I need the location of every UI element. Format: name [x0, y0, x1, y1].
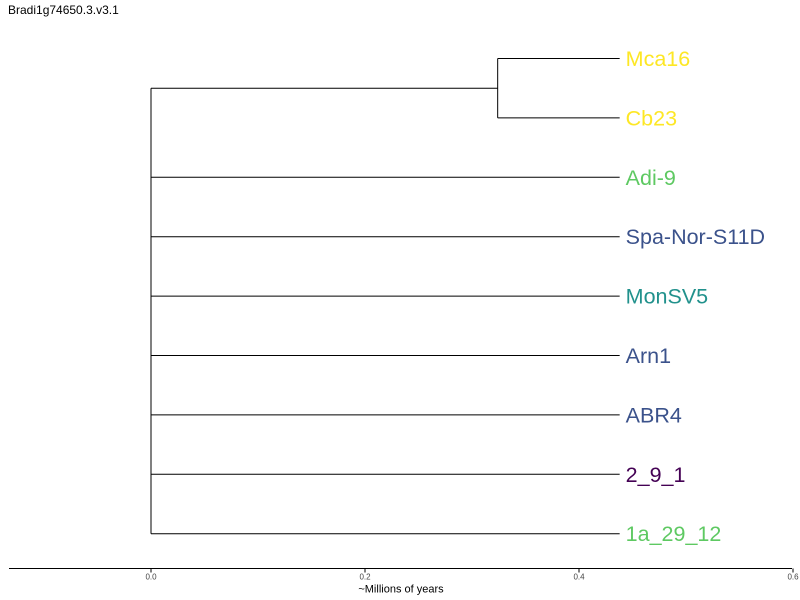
axis-label: ~Millions of years: [358, 584, 444, 596]
axis-ticks: 0.0 0.2 0.4 0.6: [145, 568, 799, 582]
leaf-label: Arn1: [626, 344, 671, 368]
leaf-label: 2_9_1: [626, 463, 686, 487]
leaf-label: ABR4: [626, 403, 682, 427]
leaf-labels: Mca16 Cb23 Adi-9 Spa-Nor-S11D MonSV5 Arn1 ABR4…: [626, 47, 765, 546]
axis-tick-label: 0.0: [145, 573, 157, 582]
axis-tick-label: 0.6: [787, 573, 799, 582]
leaf-label: Spa-Nor-S11D: [626, 225, 765, 249]
page-title: Bradi1g74650.3.v3.1: [8, 3, 119, 17]
leaf-label: MonSV5: [626, 285, 709, 309]
axis-tick-label: 0.2: [359, 573, 371, 582]
axis-tick-label: 0.4: [573, 573, 585, 582]
tree-branches: [150, 58, 620, 535]
leaf-label: 1a_29_12: [626, 522, 722, 546]
leaf-label: Cb23: [626, 106, 677, 130]
leaf-label: Mca16: [626, 47, 691, 71]
leaf-label: Adi-9: [626, 166, 676, 190]
time-axis: 0.0 0.2 0.4 0.6 ~Millions of years: [9, 568, 799, 596]
